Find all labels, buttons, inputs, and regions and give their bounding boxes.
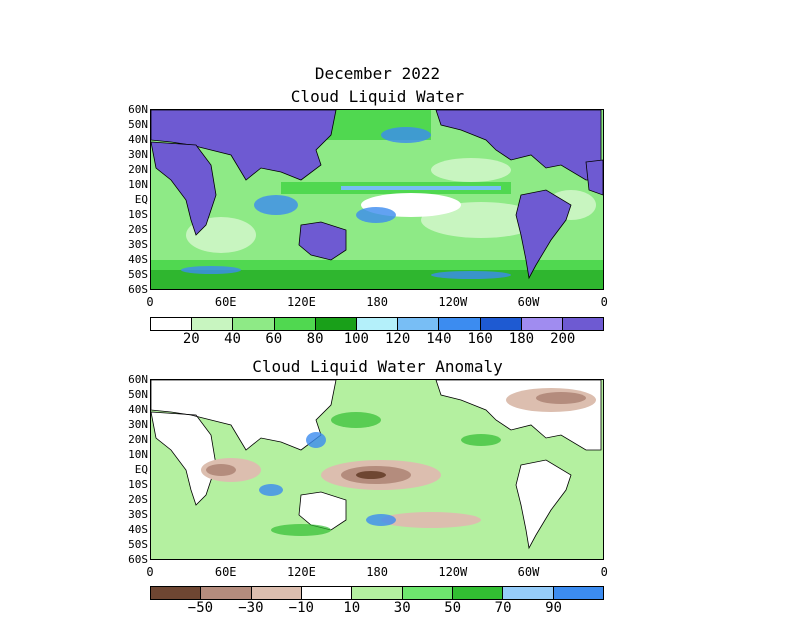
colorbar-label: 90 [545,600,562,616]
colorbar-label: 40 [224,331,241,347]
colorbar-label: 60 [265,331,283,347]
colorbar-label: 80 [306,331,324,347]
colorbar-label: 70 [494,600,512,616]
colorbar-swatch [251,587,302,599]
colorbar-label: 140 [426,331,452,347]
colorbar-label: 50 [444,600,462,616]
lat-label: 50N [128,118,148,131]
lat-label: 60N [128,103,148,116]
colorbar-anomaly [150,586,604,600]
lat-label: 60N [128,373,148,386]
colorbar-label: 20 [182,331,200,347]
panel1-title: Cloud Liquid Water [290,87,465,106]
lon-label: 0 [600,565,608,579]
colorbar-swatch [356,318,399,330]
lon-label: 0 [146,295,154,309]
lat-label: 50S [128,268,148,281]
colorbar-swatch [151,318,193,330]
colorbar-swatch [553,587,603,599]
colorbar-label: 100 [343,331,369,347]
lon-label: 0 [600,295,608,309]
lat-label: 60S [128,283,148,296]
lat-label: 40N [128,133,148,146]
cloud-liquid-water-anomaly-map [150,379,604,560]
lat-label: 10S [128,478,148,491]
lon-label: 120E [286,295,316,309]
cloud-liquid-water-map [150,109,604,290]
colorbar-cloud-liquid-water [150,317,604,331]
lon-label: 60E [214,295,237,309]
colorbar-swatch [233,318,275,330]
lat-label: 40S [128,253,148,266]
lon-label: 120W [438,565,468,579]
lat-label: 30N [128,418,148,431]
colorbar-label: 160 [467,331,493,347]
colorbar-swatch [402,587,453,599]
lon-label: 120W [438,295,468,309]
colorbar-swatch [398,318,440,330]
colorbar-swatch [301,587,353,599]
colorbar-label: 180 [508,331,535,347]
lat-label: 10N [128,448,148,461]
main-title: December 2022 [314,64,441,83]
colorbar-swatch [192,318,234,330]
lat-label: 20S [128,493,148,506]
colorbar-label: 200 [550,331,576,347]
colorbar-swatch [352,587,403,599]
lat-label: 40N [128,403,148,416]
lat-label: 50S [128,538,148,551]
colorbar-label: −30 [238,600,264,616]
lon-label: 60E [214,565,237,579]
lon-label: 180 [366,295,388,309]
lon-label: 120E [286,565,316,579]
lon-label: 60W [517,295,540,309]
lat-label: 20N [128,433,148,446]
colorbar-swatch [201,587,252,599]
colorbar-swatch [151,587,202,599]
colorbar-label: 120 [384,331,411,347]
lat-label: 20S [128,223,148,236]
lat-label: 40S [128,523,148,536]
lat-label: 50N [128,388,148,401]
lat-label: 30N [128,148,148,161]
lat-label: 30S [128,508,148,521]
lat-label: 10N [128,178,148,191]
colorbar-label: −50 [187,600,214,616]
lon-label: 60W [517,565,540,579]
colorbar-swatch [439,318,481,330]
panel2-title: Cloud Liquid Water Anomaly [252,357,503,376]
lon-label: 0 [146,565,154,579]
colorbar-swatch [480,318,522,330]
colorbar-swatch [315,318,357,330]
lat-label: 30S [128,238,148,251]
colorbar-swatch [521,318,563,330]
colorbar-swatch [562,318,604,330]
colorbar-label: 10 [343,600,361,616]
lat-label: 60S [128,553,148,566]
lat-label: 20N [128,163,148,176]
colorbar-label: −10 [288,600,314,616]
lon-label: 180 [366,565,388,579]
colorbar-swatch [503,587,554,599]
lat-label: EQ [134,193,148,206]
lat-label: 10S [128,208,148,221]
colorbar-swatch [274,318,316,330]
colorbar-label: 30 [393,600,411,616]
lat-label: EQ [134,463,148,476]
colorbar-swatch [452,587,504,599]
